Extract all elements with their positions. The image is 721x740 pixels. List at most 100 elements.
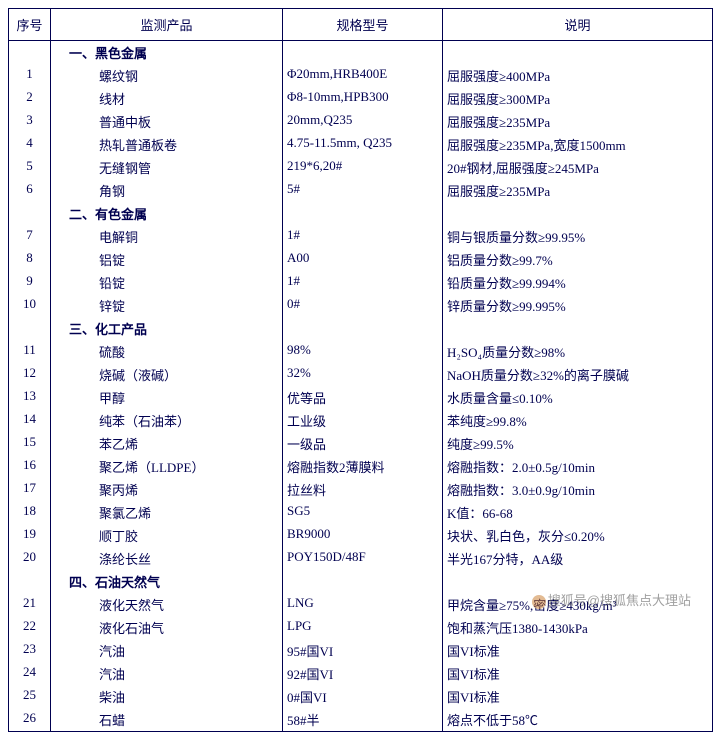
section-title: 三、化工产品	[51, 317, 283, 340]
product-cell: 普通中板	[51, 110, 283, 133]
spec-cell: 0#	[283, 294, 443, 317]
product-cell: 液化天然气	[51, 593, 283, 616]
table-row: 2线材Φ8-10mm,HPB300屈服强度≥300MPa	[9, 87, 713, 110]
spec-cell	[283, 202, 443, 225]
table-row: 6角钢5#屈服强度≥235MPa	[9, 179, 713, 202]
section-row: 一、黑色金属	[9, 41, 713, 65]
desc-cell	[443, 570, 713, 593]
table-row: 17聚丙烯拉丝料熔融指数：3.0±0.9g/10min	[9, 478, 713, 501]
table-row: 1螺纹钢Φ20mm,HRB400E屈服强度≥400MPa	[9, 64, 713, 87]
product-cell: 汽油	[51, 662, 283, 685]
seq-cell	[9, 41, 51, 65]
table-row: 10锌锭0#锌质量分数≥99.995%	[9, 294, 713, 317]
table-row: 16聚乙烯（LLDPE）熔融指数2薄膜料熔融指数：2.0±0.5g/10min	[9, 455, 713, 478]
product-cell: 甲醇	[51, 386, 283, 409]
desc-cell: K值：66-68	[443, 501, 713, 524]
spec-cell: 1#	[283, 271, 443, 294]
spec-cell: Φ8-10mm,HPB300	[283, 87, 443, 110]
section-title: 一、黑色金属	[51, 41, 283, 65]
desc-cell: 屈服强度≥235MPa	[443, 110, 713, 133]
desc-cell: 铜与银质量分数≥99.95%	[443, 225, 713, 248]
product-cell: 汽油	[51, 639, 283, 662]
table-row: 15苯乙烯一级品纯度≥99.5%	[9, 432, 713, 455]
seq-cell: 3	[9, 110, 51, 133]
seq-cell: 6	[9, 179, 51, 202]
table-row: 22液化石油气LPG饱和蒸汽压1380-1430kPa	[9, 616, 713, 639]
desc-cell: 苯纯度≥99.8%	[443, 409, 713, 432]
seq-cell: 16	[9, 455, 51, 478]
product-cell: 液化石油气	[51, 616, 283, 639]
section-row: 四、石油天然气	[9, 570, 713, 593]
spec-cell: 1#	[283, 225, 443, 248]
header-seq: 序号	[9, 9, 51, 41]
product-cell: 铝锭	[51, 248, 283, 271]
seq-cell	[9, 317, 51, 340]
product-cell: 苯乙烯	[51, 432, 283, 455]
spec-cell: 58#半	[283, 708, 443, 732]
product-cell: 纯苯（石油苯）	[51, 409, 283, 432]
seq-cell: 12	[9, 363, 51, 386]
seq-cell: 23	[9, 639, 51, 662]
desc-cell: 块状、乳白色，灰分≤0.20%	[443, 524, 713, 547]
desc-cell: 甲烷含量≥75%,密度≥430kg/m³	[443, 593, 713, 616]
seq-cell: 13	[9, 386, 51, 409]
desc-cell: 20#钢材,屈服强度≥245MPa	[443, 156, 713, 179]
desc-cell: 屈服强度≥235MPa	[443, 179, 713, 202]
table-row: 20涤纶长丝POY150D/48F半光167分特，AA级	[9, 547, 713, 570]
seq-cell	[9, 570, 51, 593]
section-row: 二、有色金属	[9, 202, 713, 225]
spec-cell: BR9000	[283, 524, 443, 547]
desc-cell	[443, 202, 713, 225]
seq-cell: 25	[9, 685, 51, 708]
seq-cell: 24	[9, 662, 51, 685]
table-row: 12烧碱（液碱）32%NaOH质量分数≥32%的离子膜碱	[9, 363, 713, 386]
table-row: 14纯苯（石油苯）工业级苯纯度≥99.8%	[9, 409, 713, 432]
spec-cell: LNG	[283, 593, 443, 616]
desc-cell: 纯度≥99.5%	[443, 432, 713, 455]
table-row: 24汽油92#国VI国VI标准	[9, 662, 713, 685]
spec-cell: 92#国VI	[283, 662, 443, 685]
desc-cell: 水质量含量≤0.10%	[443, 386, 713, 409]
seq-cell: 20	[9, 547, 51, 570]
seq-cell: 10	[9, 294, 51, 317]
spec-cell: LPG	[283, 616, 443, 639]
table-row: 21液化天然气LNG甲烷含量≥75%,密度≥430kg/m³	[9, 593, 713, 616]
table-row: 26石蜡58#半熔点不低于58℃	[9, 708, 713, 732]
header-desc: 说明	[443, 9, 713, 41]
desc-cell: 屈服强度≥235MPa,宽度1500mm	[443, 133, 713, 156]
table-row: 23汽油95#国VI国VI标准	[9, 639, 713, 662]
seq-cell: 22	[9, 616, 51, 639]
spec-cell: 熔融指数2薄膜料	[283, 455, 443, 478]
seq-cell: 11	[9, 340, 51, 363]
spec-cell	[283, 41, 443, 65]
desc-cell: 屈服强度≥300MPa	[443, 87, 713, 110]
spec-cell: 0#国VI	[283, 685, 443, 708]
seq-cell: 18	[9, 501, 51, 524]
spec-cell: 219*6,20#	[283, 156, 443, 179]
product-cell: 锌锭	[51, 294, 283, 317]
seq-cell	[9, 202, 51, 225]
desc-cell	[443, 317, 713, 340]
product-cell: 聚乙烯（LLDPE）	[51, 455, 283, 478]
seq-cell: 15	[9, 432, 51, 455]
desc-cell: 锌质量分数≥99.995%	[443, 294, 713, 317]
product-cell: 角钢	[51, 179, 283, 202]
product-cell: 涤纶长丝	[51, 547, 283, 570]
seq-cell: 7	[9, 225, 51, 248]
desc-cell: NaOH质量分数≥32%的离子膜碱	[443, 363, 713, 386]
table-row: 3普通中板20mm,Q235屈服强度≥235MPa	[9, 110, 713, 133]
spec-cell: SG5	[283, 501, 443, 524]
spec-cell: 一级品	[283, 432, 443, 455]
seq-cell: 21	[9, 593, 51, 616]
table-row: 25柴油0#国VI国VI标准	[9, 685, 713, 708]
seq-cell: 5	[9, 156, 51, 179]
desc-cell: 国VI标准	[443, 662, 713, 685]
spec-cell: 工业级	[283, 409, 443, 432]
seq-cell: 4	[9, 133, 51, 156]
table-row: 11硫酸98%H₂SO₄质量分数≥98%	[9, 340, 713, 363]
spec-cell: 98%	[283, 340, 443, 363]
product-cell: 无缝钢管	[51, 156, 283, 179]
table-row: 9铅锭1#铅质量分数≥99.994%	[9, 271, 713, 294]
section-title: 二、有色金属	[51, 202, 283, 225]
product-cell: 硫酸	[51, 340, 283, 363]
